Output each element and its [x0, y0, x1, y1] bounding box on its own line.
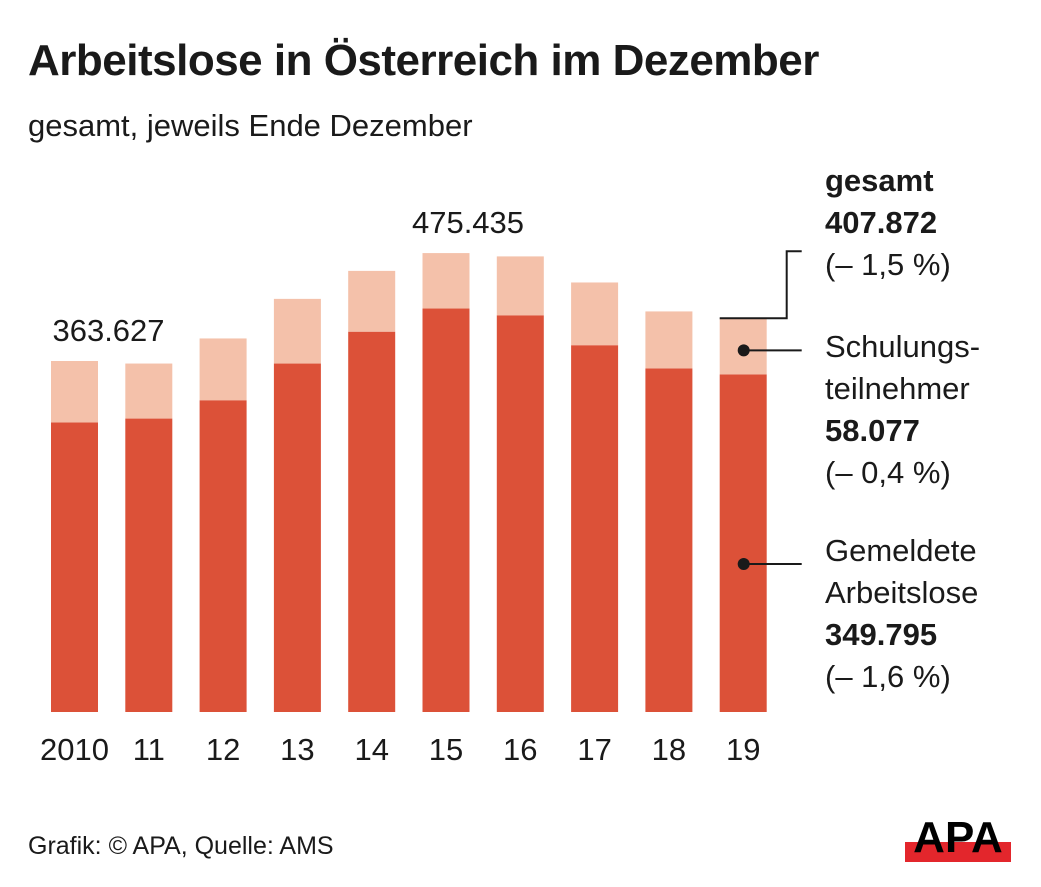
bar-schulung-16 — [496, 256, 544, 316]
bar-arbeitslose-13 — [273, 363, 321, 712]
bar-arbeitslose-16 — [496, 315, 544, 712]
x-tick-label: 16 — [503, 732, 537, 767]
x-tick-label: 15 — [429, 732, 463, 767]
bar-schulung-15 — [422, 253, 470, 309]
bar-schulung-17 — [571, 282, 619, 346]
x-tick-label: 18 — [652, 732, 686, 767]
legend-arbeitslose-label-2: Arbeitslose — [825, 575, 979, 610]
bar-arbeitslose-18 — [645, 368, 693, 712]
legend-gesamt-value: 407.872 — [825, 205, 938, 240]
bar-schulung-2010 — [51, 361, 98, 423]
bar-arbeitslose-19 — [719, 374, 767, 712]
legend-schulung-change: (– 0,4 %) — [825, 455, 951, 490]
bar-schulung-13 — [273, 298, 321, 364]
legend-gesamt-label: gesamt — [825, 163, 934, 198]
bar-schulung-11 — [125, 363, 173, 419]
bar-schulung-12 — [199, 338, 247, 401]
apa-logo: APA — [905, 816, 1011, 862]
x-tick-label: 12 — [206, 732, 240, 767]
leader-line-gesamt — [719, 250, 802, 320]
legend-arbeitslose-label-1: Gemeldete — [825, 533, 977, 568]
chart-subtitle: gesamt, jeweils Ende Dezember — [28, 108, 473, 143]
bar-schulung-18 — [645, 311, 693, 369]
chart-title: Arbeitslose in Österreich im Dezember — [28, 36, 819, 85]
bar-arbeitslose-2010 — [51, 422, 98, 712]
bar-schulung-14 — [348, 270, 396, 332]
x-tick-label: 14 — [354, 732, 388, 767]
x-tick-label: 13 — [280, 732, 314, 767]
x-tick-label: 11 — [133, 732, 165, 767]
x-tick-label: 19 — [726, 732, 760, 767]
legend-gesamt: gesamt 407.872 (– 1,5 %) — [825, 160, 951, 286]
legend-schulung: Schulungs- teilnehmer 58.077 (– 0,4 %) — [825, 326, 980, 494]
logo-text: APA — [913, 816, 1003, 862]
x-tick-label: 17 — [577, 732, 611, 767]
legend-gesamt-change: (– 1,5 %) — [825, 247, 951, 282]
legend-arbeitslose-value: 349.795 — [825, 617, 938, 652]
legend-schulung-value: 58.077 — [825, 413, 920, 448]
logo-red-bar — [905, 842, 1011, 862]
bar-arbeitslose-15 — [422, 308, 470, 712]
legend-arbeitslose: Gemeldete Arbeitslose 349.795 (– 1,6 %) — [825, 530, 978, 698]
bar-arbeitslose-12 — [199, 400, 247, 712]
source-credit: Grafik: © APA, Quelle: AMS — [28, 832, 334, 860]
bar-arbeitslose-14 — [348, 331, 396, 712]
data-label: 475.435 — [412, 205, 524, 240]
data-label: 363.627 — [52, 313, 164, 348]
legend-schulung-label-1: Schulungs- — [825, 329, 981, 364]
bar-arbeitslose-11 — [125, 418, 173, 712]
legend-arbeitslose-change: (– 1,6 %) — [825, 659, 951, 694]
x-tick-label: 2010 — [40, 732, 109, 767]
legend-schulung-label-2: teilnehmer — [825, 371, 970, 406]
bar-arbeitslose-17 — [571, 345, 619, 712]
